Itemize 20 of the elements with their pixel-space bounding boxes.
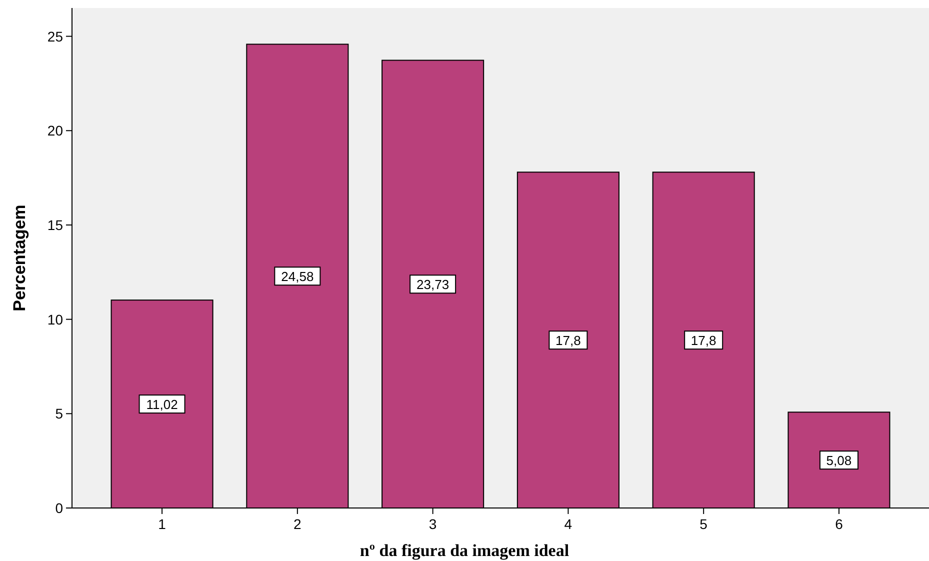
- y-axis-title: Percentagem: [10, 204, 29, 312]
- y-tick-label: 20: [47, 122, 64, 139]
- data-label: 23,73: [416, 277, 450, 292]
- y-tick-label: 0: [55, 500, 64, 516]
- data-label: 11,02: [146, 397, 178, 412]
- x-tick-label: 5: [700, 516, 708, 532]
- y-tick-label: 5: [55, 406, 64, 422]
- y-tick-label: 15: [47, 216, 64, 233]
- x-tick-label: 3: [428, 516, 437, 532]
- data-label: 17,8: [556, 333, 581, 348]
- x-tick-label: 4: [564, 516, 572, 532]
- data-label: 24,58: [281, 269, 314, 284]
- x-axis-title: nº da figura da imagem ideal: [360, 541, 570, 560]
- x-tick-label: 2: [294, 516, 302, 532]
- y-tick-label: 25: [47, 28, 64, 44]
- x-tick-label: 6: [835, 516, 844, 532]
- y-tick-label: 10: [47, 311, 64, 328]
- data-label: 17,8: [690, 333, 716, 348]
- data-label: 5,08: [826, 453, 852, 468]
- x-tick-label: 1: [158, 516, 166, 532]
